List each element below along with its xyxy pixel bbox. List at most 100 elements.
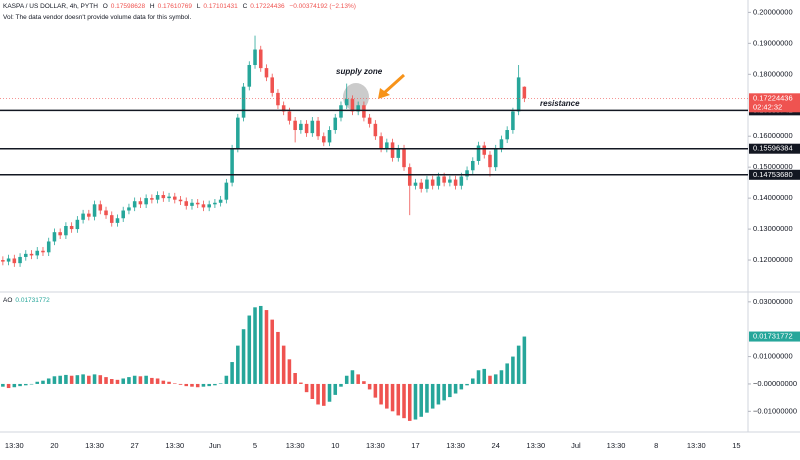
- ao-bar: [367, 383, 372, 390]
- ao-bar: [115, 379, 120, 384]
- ao-bar: [35, 381, 40, 384]
- ao-bar: [132, 375, 137, 384]
- candle-body: [350, 99, 355, 112]
- ao-bar: [511, 356, 515, 384]
- x-tick-label: Jul: [571, 441, 581, 450]
- x-tick-label: 13:30: [165, 441, 184, 450]
- candle-body: [310, 120, 315, 134]
- candle-body: [488, 154, 492, 168]
- y-tick-label: 0.13000000: [753, 224, 793, 233]
- candle-body: [442, 176, 446, 183]
- ao-bar: [448, 383, 452, 398]
- candle-body: [92, 204, 97, 217]
- candle-body: [505, 130, 509, 140]
- ao-bar: [155, 378, 160, 384]
- candle-body: [367, 117, 372, 124]
- ao-bar: [430, 383, 435, 409]
- ao-bar: [18, 383, 22, 387]
- ao-bar: [190, 383, 194, 387]
- x-tick-label: 13:30: [446, 441, 465, 450]
- candle-body: [344, 99, 349, 106]
- ao-bar: [24, 383, 28, 386]
- ao-bar: [167, 381, 171, 384]
- level-tag: [749, 143, 800, 154]
- annotation: supply zone: [336, 67, 383, 76]
- candle-body: [24, 253, 28, 257]
- candle-body: [195, 202, 200, 205]
- y-tick-label: 0.19000000: [753, 38, 793, 47]
- ao-bar: [407, 383, 412, 421]
- ao-bar: [241, 329, 246, 384]
- ao-bar: [64, 374, 68, 384]
- ao-bar: [213, 383, 217, 386]
- ao-bar: [499, 370, 504, 384]
- ao-bar: [236, 345, 240, 384]
- x-tick-label: 13:30: [607, 441, 626, 450]
- ao-tag: [749, 331, 800, 342]
- candle-body: [224, 182, 229, 200]
- ao-bar: [46, 378, 51, 384]
- candle-body: [413, 182, 418, 186]
- candle-body: [115, 218, 120, 223]
- ao-bar: [247, 315, 252, 384]
- x-tick-label: 13:30: [687, 441, 706, 450]
- ao-bar: [333, 383, 338, 395]
- ao-bar: [385, 383, 389, 409]
- candle-body: [138, 201, 143, 205]
- ao-bar: [344, 375, 349, 384]
- ao-bar: [402, 383, 406, 419]
- ohlc-value: 0.17101431: [203, 3, 238, 10]
- x-tick-label: 20: [50, 441, 58, 450]
- ao-bar: [58, 375, 62, 384]
- candle-body: [299, 123, 303, 131]
- candle-body: [190, 202, 194, 206]
- ao-bar: [390, 383, 395, 412]
- candle-body: [258, 49, 263, 69]
- candle-body: [459, 176, 464, 186]
- ao-bar: [144, 375, 148, 384]
- ao-bar: [436, 383, 441, 405]
- candle-body: [6, 258, 11, 262]
- change: −0.00374192 (−2.13%): [289, 3, 356, 10]
- candle-body: [132, 201, 137, 208]
- candle-body: [476, 145, 481, 161]
- ao-bar: [281, 345, 286, 384]
- candle-body: [173, 196, 177, 200]
- ao-bar: [493, 374, 498, 384]
- annotation: resistance: [540, 99, 580, 108]
- candle-body: [52, 232, 57, 242]
- ao-bar: [299, 382, 303, 384]
- ao-bar: [230, 362, 234, 384]
- candle-body: [218, 199, 223, 203]
- ao-bar: [516, 345, 521, 384]
- ohlc-label: L: [196, 3, 201, 10]
- candle-body: [18, 256, 22, 264]
- ao-bar: [258, 305, 263, 384]
- ao-bar: [413, 383, 418, 420]
- level-label: 0.14753680: [753, 170, 793, 179]
- candle-body: [98, 204, 103, 211]
- ao-bar: [425, 383, 429, 413]
- candle-body: [436, 176, 441, 186]
- ao-bar: [453, 383, 458, 394]
- x-tick-label: 5: [253, 441, 257, 450]
- ao-bar: [373, 383, 378, 398]
- candle-body: [373, 123, 378, 137]
- candle-body: [362, 105, 366, 118]
- last-price-tag: [749, 93, 800, 113]
- ao-bar: [109, 379, 114, 384]
- x-tick-label: 13:30: [85, 441, 104, 450]
- candle-body: [121, 210, 125, 219]
- ao-bar: [482, 368, 487, 384]
- x-tick-label: 8: [654, 441, 658, 450]
- candle-body: [396, 148, 401, 158]
- ao-bar: [471, 378, 475, 384]
- candle-body: [511, 111, 515, 131]
- candle-body: [419, 182, 423, 189]
- ao-bar: [310, 383, 315, 399]
- candle-body: [247, 65, 252, 87]
- ao-bar: [522, 336, 527, 384]
- ao-bar: [201, 383, 206, 387]
- candle-body: [230, 148, 234, 183]
